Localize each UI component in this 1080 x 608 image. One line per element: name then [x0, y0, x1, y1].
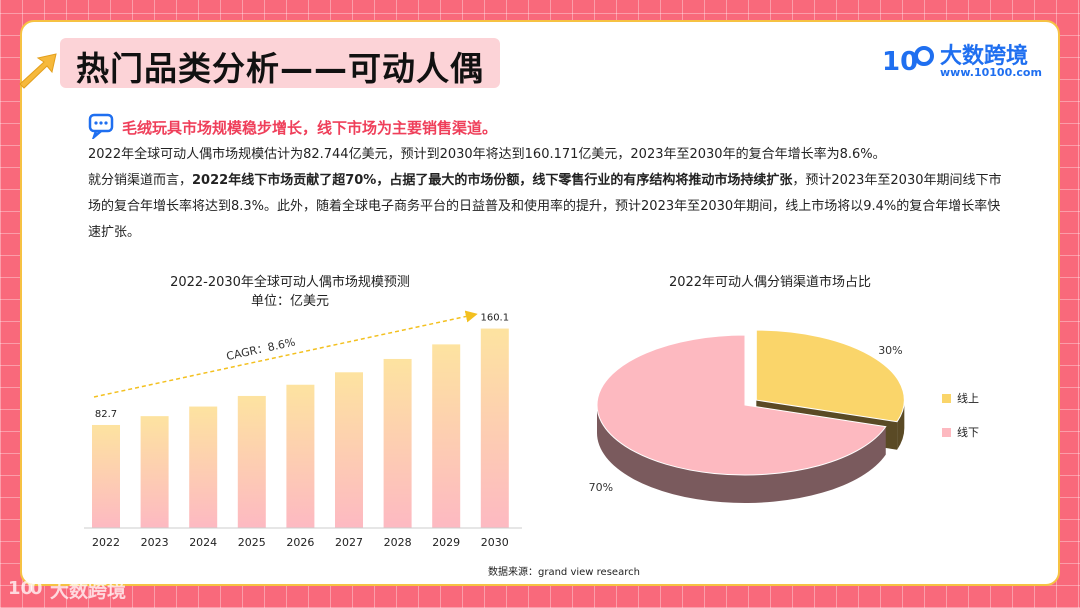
paragraph-channels-rest: ，预计2023年至2030年期间线下市场的复合年增长率将达到8.3%。此外，随着… — [88, 173, 1002, 240]
bar-chart-title-text: 2022-2030年全球可动人偶市场规模预测 — [170, 275, 410, 290]
chat-bubble-icon — [88, 113, 114, 139]
paragraph-channels-highlight: 2022年线下市场贡献了超70%，占据了最大的市场份额，线下零售行业的有序结构将… — [192, 173, 793, 188]
paragraph-market-size: 2022年全球可动人偶市场规模估计为82.744亿美元，预计到2030年将达到1… — [88, 147, 886, 162]
logo-mark-icon: 10 — [882, 46, 934, 77]
watermark-mark-zero: 0 — [30, 578, 43, 599]
brand-logo[interactable]: 10 大数跨境 www.10100.com — [880, 38, 1042, 82]
bar-2022 — [92, 424, 120, 528]
bar-2027 — [335, 372, 363, 528]
x-tick-2028: 2028 — [384, 536, 412, 549]
pie-label-offline: 70% — [589, 481, 613, 494]
x-tick-2023: 2023 — [141, 536, 169, 549]
cagr-trend-arrow — [93, 310, 478, 398]
pie-slice-offline — [596, 334, 887, 503]
bar-chart: 2022 2023 2024 2025 2026 2027 2028 2029 2030 82.… — [84, 310, 522, 549]
watermark: 10 0 大数跨境 — [6, 572, 146, 604]
data-source: 数据来源：grand view research — [488, 567, 640, 578]
paragraph-channels: 就分销渠道而言，2022年线下市场贡献了超70%，占据了最大的市场份额，线下零售… — [88, 168, 1010, 246]
logo-mark-ring — [914, 46, 934, 66]
bar-2026 — [286, 384, 315, 528]
watermark-mark-one: 10 — [8, 578, 33, 599]
cagr-annotation: CAGR：8.6% — [225, 336, 296, 364]
paragraph-channels-intro: 就分销渠道而言， — [88, 173, 193, 188]
x-tick-2030: 2030 — [481, 536, 509, 549]
bar-2029 — [432, 344, 461, 528]
legend-swatch-online — [942, 394, 951, 403]
key-insight-text: 毛绒玩具市场规模稳步增长，线下市场为主要销售渠道。 — [122, 119, 498, 137]
bar-2023 — [140, 416, 169, 528]
x-tick-2026: 2026 — [286, 536, 314, 549]
title-highlight — [60, 38, 500, 88]
legend-swatch-offline — [942, 428, 951, 437]
legend-label-online: 线上 — [957, 391, 979, 405]
x-tick-2027: 2027 — [335, 536, 363, 549]
bar-chart-title: 2022-2030年全球可动人偶市场规模预测 单位：亿美元 — [170, 271, 410, 309]
pie-slice-offline-side — [597, 405, 886, 503]
watermark-logo-icon: 10 0 — [8, 578, 43, 599]
bar-2024 — [189, 406, 218, 528]
bar-2025 — [237, 395, 266, 528]
bar-2030 — [480, 328, 509, 528]
x-tick-2029: 2029 — [432, 536, 460, 549]
arrow-decoration-icon — [19, 53, 57, 89]
data-label-2030: 160.1 — [480, 313, 509, 324]
legend-label-offline: 线下 — [957, 425, 979, 439]
data-label-2022: 82.7 — [95, 409, 117, 420]
bar-2028 — [383, 358, 412, 528]
x-tick-2022: 2022 — [92, 536, 120, 549]
pie-slice-offline-top — [596, 334, 887, 476]
page-title: 热门品类分析——可动人偶 — [76, 49, 484, 88]
x-tick-2024: 2024 — [189, 536, 217, 549]
logo-brand-name: 大数跨境 — [940, 44, 1029, 69]
bar-chart-unit: 单位：亿美元 — [250, 294, 329, 309]
logo-mark-text: 10 — [882, 47, 918, 77]
logo-url: www.10100.com — [940, 66, 1042, 79]
x-tick-2025: 2025 — [238, 536, 266, 549]
pie-slice-online-top — [755, 329, 905, 423]
watermark-text: 大数跨境 — [50, 580, 127, 602]
pie-chart-title: 2022年可动人偶分销渠道市场占比 — [668, 275, 872, 290]
pie-label-online: 30% — [878, 344, 902, 357]
